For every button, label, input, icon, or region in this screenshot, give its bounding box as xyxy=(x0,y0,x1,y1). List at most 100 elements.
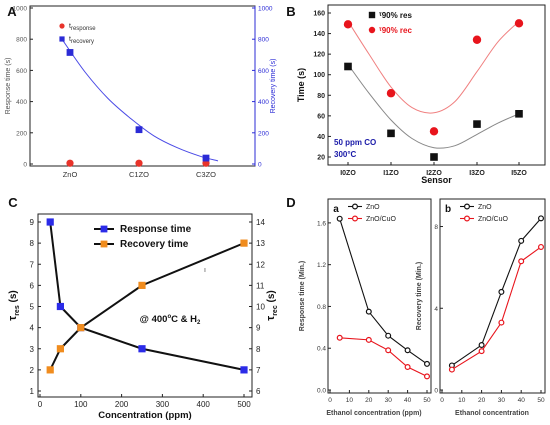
panel-c-ytick-label: 1 xyxy=(30,387,35,396)
panel-a-recovery-point xyxy=(66,49,74,56)
panel-c-response-point xyxy=(46,218,54,226)
panel-c-recovery-point xyxy=(240,239,248,247)
panel-a-recovery-point xyxy=(202,154,210,162)
panel-b-label: B xyxy=(286,4,295,19)
panel-b-ytick-label: 60 xyxy=(317,113,325,120)
panel-d-b-xtick-label: 10 xyxy=(458,397,466,404)
panel-c-recovery-point xyxy=(56,345,64,353)
panel-c-ytick-label: 5 xyxy=(30,303,35,312)
panel-c-legend-recovery-marker xyxy=(100,240,108,248)
panel-d-a-xlabel: Ethanol concentration (ppm) xyxy=(326,410,421,417)
panel-d-a-znocuo-point xyxy=(404,364,411,371)
panel-b-rec-point xyxy=(386,89,396,98)
panel-a-ytick-label: 400 xyxy=(16,99,27,106)
panel-b-xtick-label: I0ZO xyxy=(340,170,356,177)
panel-c-y2tick-label: 9 xyxy=(256,324,261,333)
panel-d-a-xtick-label: 0 xyxy=(328,397,332,404)
panel-d-a-ytick-label: 0.4 xyxy=(317,346,326,353)
panel-d-a-zno-point xyxy=(385,332,392,339)
panel-a-ytick-label: 600 xyxy=(16,68,27,75)
panel-c-y2label: τrec (s) xyxy=(265,290,279,320)
panel-b-res-point xyxy=(387,129,395,138)
panel-c-ytick-label: 8 xyxy=(30,239,35,248)
panel-b-res-point xyxy=(344,62,352,71)
panel-c-xtick-label: 100 xyxy=(74,400,88,409)
panel-d-b-ytick-label: 4 xyxy=(434,306,438,313)
panel-c-xtick-label: 0 xyxy=(38,400,43,409)
panel-d-label: D xyxy=(286,195,295,210)
panel-a-legend-recovery-marker xyxy=(59,36,65,42)
panel-c-ytick-label: 3 xyxy=(30,345,35,354)
panel-d-b-legend-marker xyxy=(464,203,471,210)
panel-d-b-sublabel: b xyxy=(445,204,451,215)
panel-b-frame xyxy=(327,4,546,166)
panel-b-xtick-label: I1ZO xyxy=(383,170,399,177)
panel-d-b-zno-point xyxy=(498,288,505,295)
panel-b-res-point xyxy=(515,110,523,118)
panel-d-a-ytick-label: 1.2 xyxy=(317,262,326,269)
panel-d-b-zno-point xyxy=(537,215,544,222)
panel-d-a-xtick-label: 20 xyxy=(365,397,373,404)
panel-d-a-znocuo-point xyxy=(336,334,343,341)
panel-c-annotation: @ 400oC & H2 xyxy=(140,314,201,326)
panel-c-label: C xyxy=(8,195,18,210)
panel-d-b-xtick-label: 50 xyxy=(537,397,545,404)
panel-c-frame xyxy=(37,213,253,398)
panel-b-rec-point xyxy=(514,19,524,28)
panel-a-fit-curve xyxy=(61,38,219,162)
panel-a-ylabel: Response time (s) xyxy=(5,58,12,115)
panel-c-recovery-point xyxy=(77,324,85,332)
panel-a-response-point xyxy=(135,159,143,167)
panel-a-y2tick-label: 1000 xyxy=(258,6,273,13)
panel-a-y2tick-label: 400 xyxy=(258,99,269,106)
panel-b-rec-point xyxy=(343,20,353,29)
panel-d-a-ytick-label: 1.6 xyxy=(317,220,326,227)
panel-d-a-ytick-label: 0.0 xyxy=(317,388,326,395)
panel-a-ytick-label: 0 xyxy=(23,162,27,169)
panel-a-ytick-label: 1000 xyxy=(13,6,28,13)
panel-b-ytick-label: 160 xyxy=(313,11,325,18)
panel-c-y2tick-label: 13 xyxy=(256,239,265,248)
panel-b-rec-point xyxy=(472,35,482,44)
panel-b-xlabel: Sensor xyxy=(421,175,452,185)
panel-c-y2tick-label: 8 xyxy=(256,345,261,354)
panel-c-legend-response-label: Response time xyxy=(120,224,192,235)
panel-d-b-legend-label: ZnO/CuO xyxy=(478,216,509,223)
panel-b-rec-point xyxy=(429,127,439,136)
panel-a-xtick-label: C1ZO xyxy=(129,170,149,179)
panel-a-y2tick-label: 0 xyxy=(258,162,262,169)
panel-b-ytick-label: 120 xyxy=(313,52,325,59)
panel-c-recovery-point xyxy=(46,366,54,374)
panel-b-legend-rec-marker xyxy=(368,26,376,34)
panel-a-ytick-label: 800 xyxy=(16,37,27,44)
panel-a-y2tick-label: 200 xyxy=(258,130,269,137)
panel-a-y2tick-label: 800 xyxy=(258,37,269,44)
panel-a-legend-response-marker xyxy=(59,23,65,29)
panel-d-a-frame xyxy=(327,198,432,394)
panel-b-xtick-label: I2ZO xyxy=(426,170,442,177)
panel-b-xtick-label: I5ZO xyxy=(511,170,527,177)
panel-b-res-point xyxy=(473,120,481,128)
panel-d-b-znocuo-point xyxy=(478,348,485,355)
panel-c-ytick-label: 4 xyxy=(30,324,35,333)
panel-d-b-xtick-label: 30 xyxy=(498,397,506,404)
panel-d-b-znocuo-point xyxy=(537,243,544,250)
panel-d-a-legend-label: ZnO xyxy=(366,204,380,211)
panel-c-y2tick-label: 7 xyxy=(256,366,261,375)
panel-c-y2tick-label: 11 xyxy=(256,281,265,290)
panel-b-res-point xyxy=(430,153,438,161)
panel-d-b-zno-point xyxy=(518,237,525,244)
panel-a-label: A xyxy=(7,4,17,19)
panel-d-a-xtick-label: 50 xyxy=(423,397,431,404)
panel-d-b-znocuo-point xyxy=(518,258,525,265)
panel-b-legend-res-label: τ90% res xyxy=(379,11,412,20)
panel-d-b-frame xyxy=(439,198,546,394)
panel-c-stray-mark: ı xyxy=(204,267,206,274)
panel-a-xtick-label: ZnO xyxy=(63,170,78,179)
panel-d-a-legend-marker xyxy=(352,203,359,210)
panel-c-xtick-label: 200 xyxy=(115,400,129,409)
panel-b-legend-rec-label: τ90% rec xyxy=(379,26,412,35)
panel-c-y2tick-label: 6 xyxy=(256,387,261,396)
panel-b-res-fit-curve xyxy=(347,64,520,149)
